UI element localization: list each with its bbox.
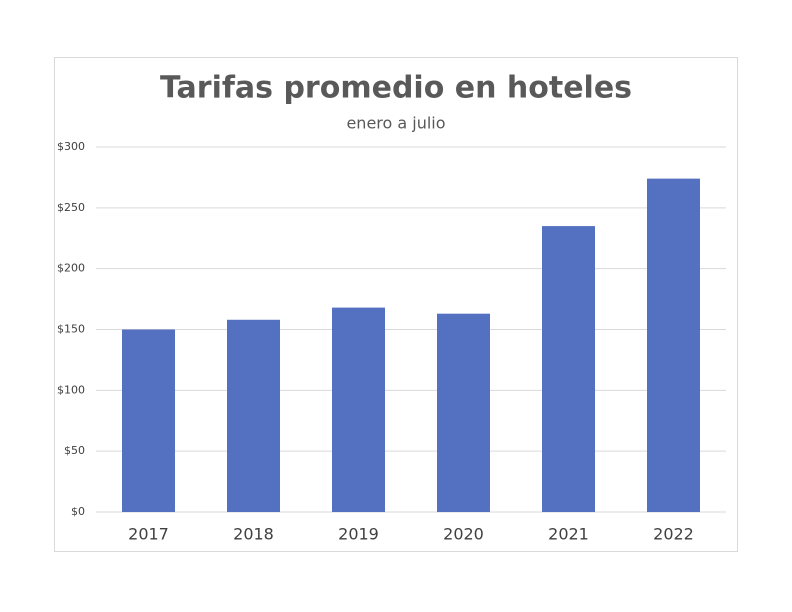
bar — [647, 178, 700, 512]
y-tick-label: $150 — [57, 323, 85, 336]
bar — [122, 329, 175, 512]
x-tick-label: 2019 — [338, 525, 379, 544]
x-tick-label: 2022 — [653, 525, 694, 544]
x-tick-label: 2020 — [443, 525, 484, 544]
y-tick-label: $250 — [57, 201, 85, 214]
y-tick-label: $200 — [57, 262, 85, 275]
y-tick-label: $100 — [57, 383, 85, 396]
y-tick-label: $50 — [64, 444, 85, 457]
y-tick-label: $300 — [57, 140, 85, 153]
chart-title: Tarifas promedio en hoteles — [160, 71, 632, 106]
x-tick-label: 2021 — [548, 525, 589, 544]
chart-subtitle: enero a julio — [346, 114, 445, 133]
bar — [332, 307, 385, 512]
bar — [227, 319, 280, 512]
bar — [437, 313, 490, 512]
y-tick-label: $0 — [71, 505, 85, 518]
bar — [542, 226, 595, 513]
x-tick-label: 2018 — [233, 525, 274, 544]
x-tick-label: 2017 — [128, 525, 169, 544]
